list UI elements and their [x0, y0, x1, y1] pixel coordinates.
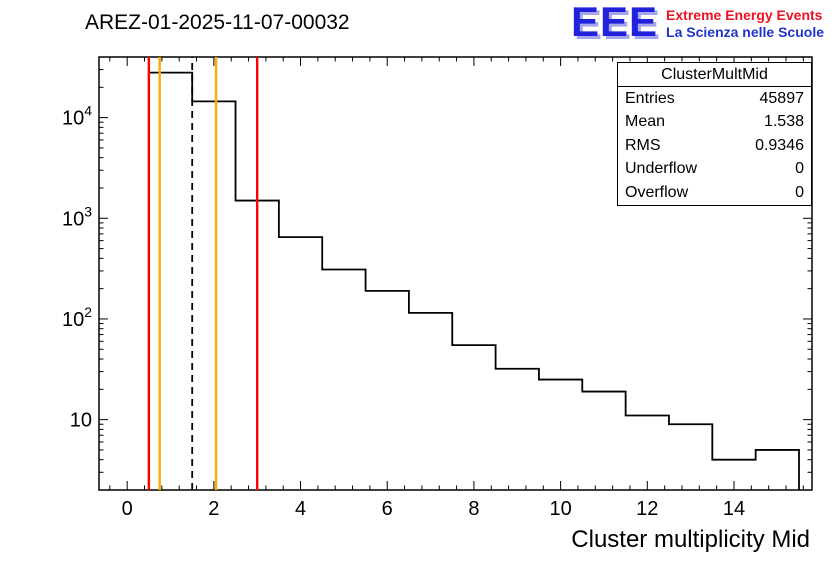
plot-frame — [98, 56, 813, 491]
stats-row-value: 1.538 — [763, 113, 804, 131]
y-tick-label: 102 — [62, 304, 92, 331]
stats-row: Entries 45897 — [618, 87, 811, 111]
stats-row-label: RMS — [625, 136, 661, 154]
y-tick-label: 103 — [62, 203, 92, 230]
stats-row-label: Mean — [625, 113, 666, 131]
stats-row-value: 0 — [795, 183, 804, 201]
x-tick-label: 10 — [549, 498, 571, 520]
stats-box: ClusterMultMid Entries 45897 Mean 1.538 … — [617, 62, 812, 206]
x-tick-label: 4 — [295, 498, 306, 520]
page-title: AREZ-01-2025-11-07-00032 — [85, 11, 350, 34]
y-tick-label: 104 — [62, 103, 92, 130]
stats-row-label: Overflow — [625, 183, 689, 201]
eee-logo-tagline-top: Extreme Energy Events — [666, 7, 823, 23]
stats-box-title: ClusterMultMid — [618, 63, 811, 87]
eee-logo: EEE Extreme Energy Events La Scienza nel… — [571, 0, 824, 45]
stats-row: RMS 0.9346 — [618, 134, 811, 158]
x-tick-label: 6 — [382, 498, 393, 520]
x-tick-label: 2 — [208, 498, 219, 520]
stats-row: Mean 1.538 — [618, 111, 811, 135]
stats-row: Overflow 0 — [618, 181, 811, 205]
x-tick-label: 14 — [723, 498, 745, 520]
y-tick-label: 10 — [70, 410, 92, 432]
stats-row-label: Underflow — [625, 160, 698, 178]
stats-row-value: 0 — [795, 160, 804, 178]
stats-row-label: Entries — [625, 89, 675, 107]
x-tick-label: 0 — [122, 498, 133, 520]
stats-row-value: 45897 — [759, 89, 805, 107]
eee-logo-tagline-bottom: La Scienza nelle Scuole — [666, 24, 824, 40]
x-axis-title: Cluster multiplicity Mid — [571, 526, 810, 553]
stats-row: Underflow 0 — [618, 158, 811, 182]
histogram-line — [147, 71, 800, 490]
plot-generated: 0 2 4 6 8 10 12 14 10 102 103 104 — [62, 56, 813, 520]
eee-logo-taglines: Extreme Energy Events La Scienza nelle S… — [666, 3, 824, 41]
x-tick-label: 8 — [468, 498, 479, 520]
eee-logo-acronym: EEE — [571, 0, 659, 45]
x-tick-label: 12 — [636, 498, 658, 520]
stats-row-value: 0.9346 — [755, 136, 804, 154]
